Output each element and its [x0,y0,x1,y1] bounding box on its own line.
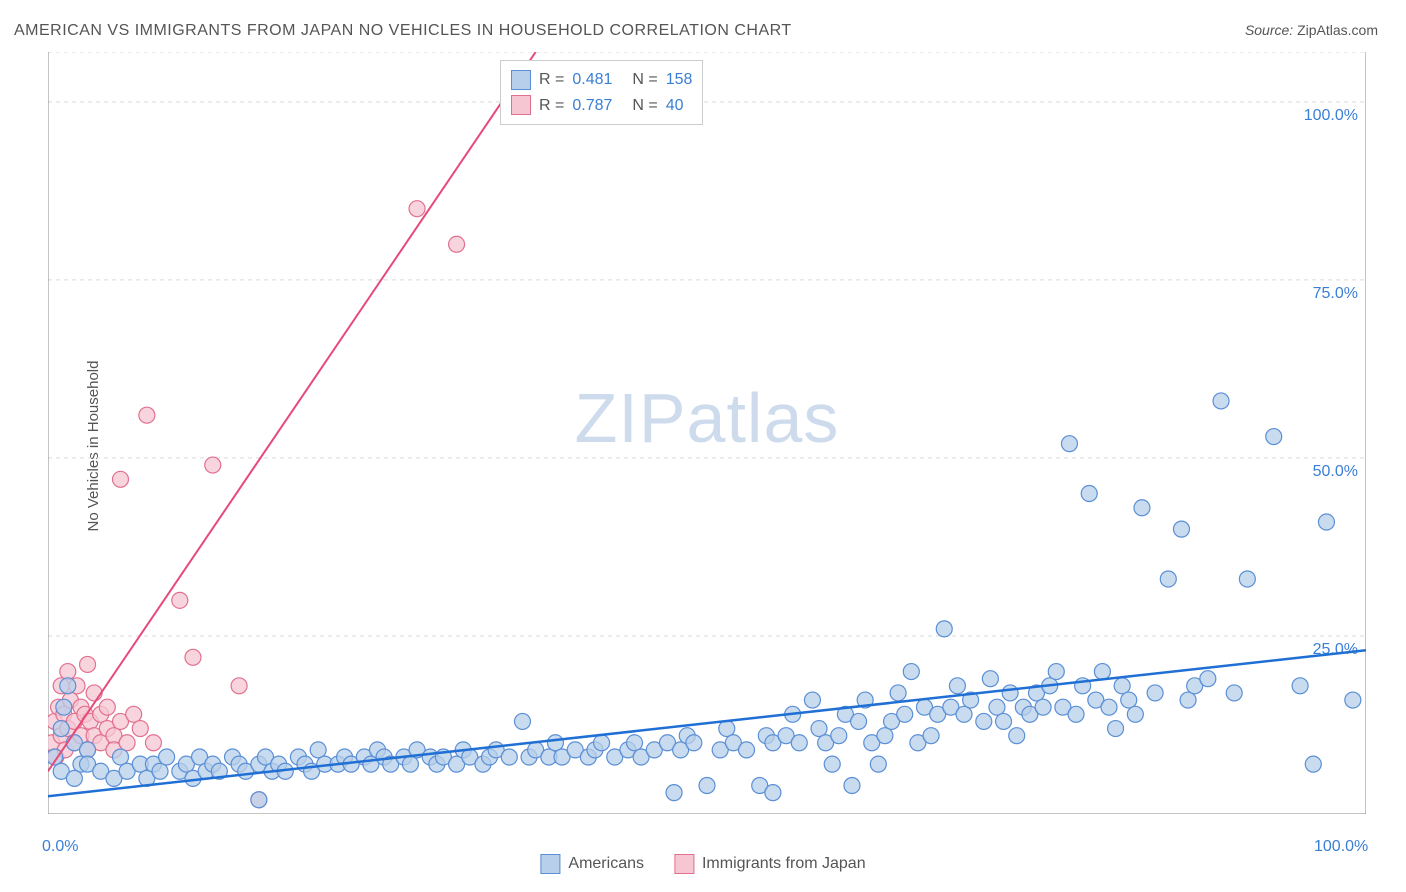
stat-n-value: 40 [666,93,684,119]
legend-swatch [674,854,694,874]
bottom-legend: Americans Immigrants from Japan [540,854,865,874]
chart-svg: 25.0%50.0%75.0%100.0% [48,52,1366,814]
stat-r-value: 0.787 [572,93,624,119]
stat-n-value: 158 [666,67,693,93]
y-tick-label: 75.0% [1313,285,1358,302]
stat-r-label: R = [539,93,564,119]
stat-n-label: N = [632,67,657,93]
stat-r-label: R = [539,67,564,93]
source-value: ZipAtlas.com [1297,22,1378,38]
stats-box: R = 0.481 N = 158 R = 0.787 N = 40 [500,60,703,125]
y-tick-label: 100.0% [1304,107,1358,124]
source-label: Source: [1245,22,1293,38]
chart-title: AMERICAN VS IMMIGRANTS FROM JAPAN NO VEH… [14,22,792,40]
source-attribution: Source: ZipAtlas.com [1245,22,1378,38]
legend-item: Americans [540,854,644,874]
legend-label: Immigrants from Japan [702,855,866,873]
stat-r-value: 0.481 [572,67,624,93]
y-tick-label: 50.0% [1313,463,1358,480]
legend-swatch [540,854,560,874]
stat-n-label: N = [632,93,657,119]
stats-row: R = 0.787 N = 40 [511,93,692,119]
stat-swatch [511,70,531,90]
stat-swatch [511,95,531,115]
legend-label: Americans [568,855,644,873]
stats-row: R = 0.481 N = 158 [511,67,692,93]
x-tick-end: 100.0% [1314,838,1368,856]
legend-item: Immigrants from Japan [674,854,866,874]
x-tick-start: 0.0% [42,838,78,856]
chart-plot-area: ZIPatlas 25.0%50.0%75.0%100.0% R =0.481N… [48,52,1366,814]
